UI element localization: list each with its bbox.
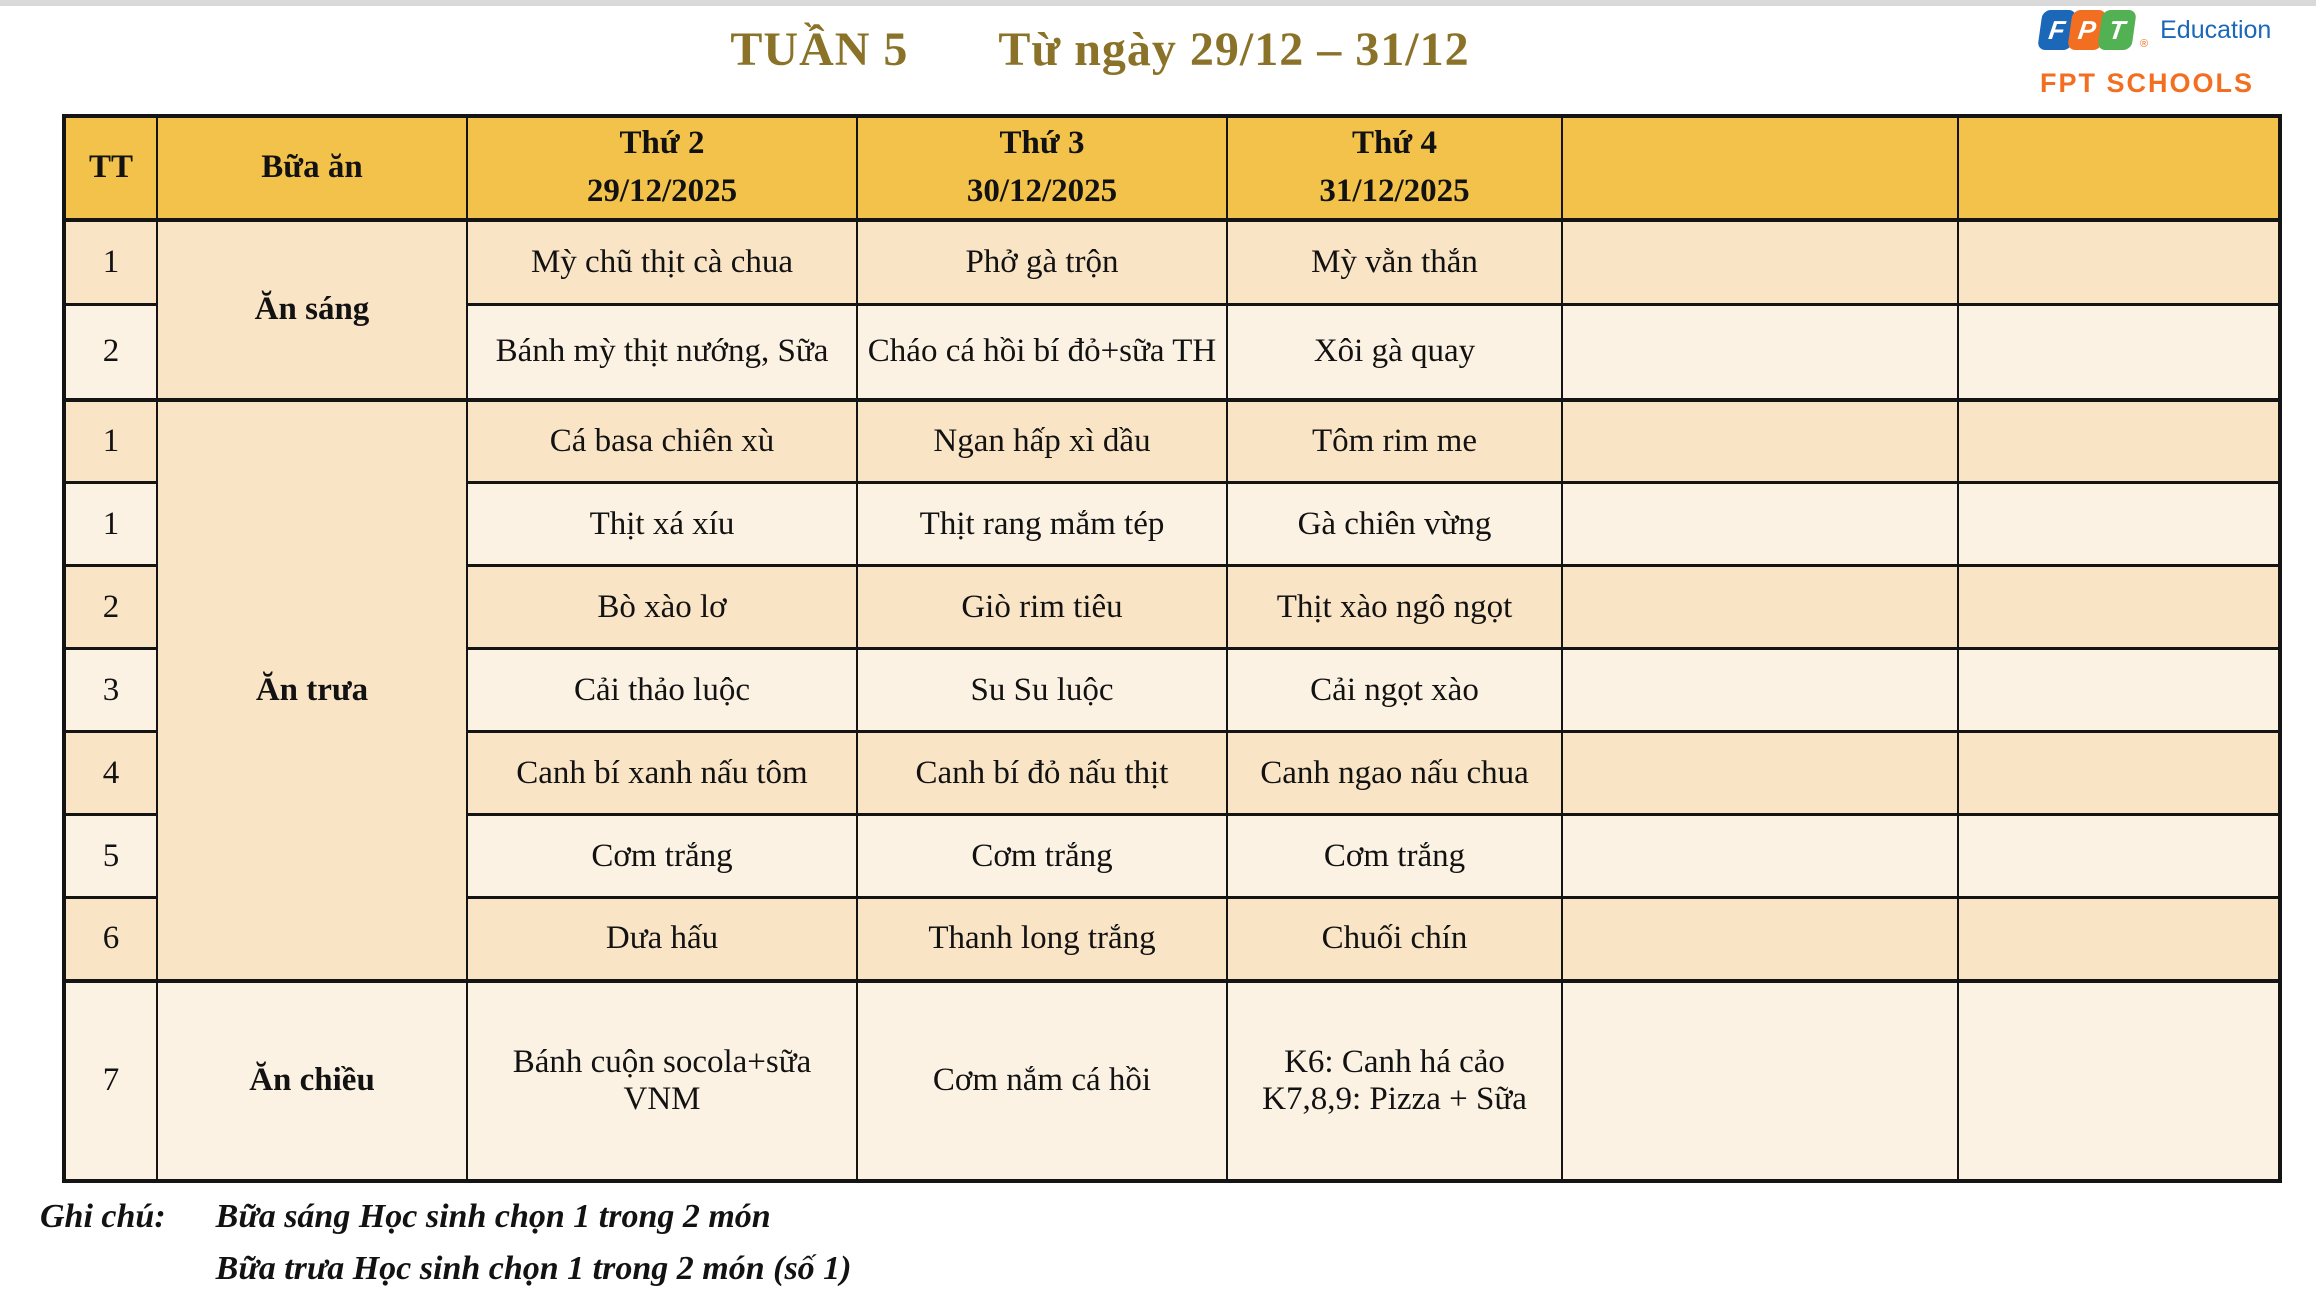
empty-cell <box>1957 564 2281 651</box>
empty-cell <box>1957 218 2281 307</box>
menu-cell: Xôi gà quay <box>1226 303 1563 402</box>
fpt-logo-letter-t: T <box>2097 10 2137 50</box>
fpt-schools-label: FPT SCHOOLS <box>2040 68 2255 98</box>
menu-cell: Cháo cá hồi bí đỏ+sữa TH <box>856 303 1228 402</box>
row-number: 5 <box>63 813 158 900</box>
menu-cell: Canh bí xanh nấu tôm <box>466 730 858 817</box>
header-wednesday: Thứ 4 31/12/2025 <box>1226 114 1563 222</box>
menu-cell: Su Su luộc <box>856 647 1228 734</box>
fpt-education-label: Education <box>2160 15 2272 44</box>
fpt-education-logo: F P T ® Education FPT SCHOOLS <box>2037 10 2290 99</box>
row-number: 1 <box>63 218 158 307</box>
header-monday: Thứ 2 29/12/2025 <box>466 114 858 222</box>
row-number: 3 <box>63 647 158 734</box>
note-line-2: Bữa trưa Học sinh chọn 1 trong 2 món (số… <box>215 1250 852 1287</box>
header-tuesday: Thứ 3 30/12/2025 <box>856 114 1228 222</box>
menu-cell: Cải thảo luộc <box>466 647 858 734</box>
empty-cell <box>1561 481 1959 568</box>
meal-section-label-breakfast: Ăn sáng <box>156 218 468 402</box>
empty-cell <box>1957 303 2281 402</box>
row-number: 6 <box>63 896 158 983</box>
table-row: 1 Ăn trưa Cá basa chiên xù Ngan hấp xì d… <box>63 397 2281 983</box>
menu-cell: Dưa hấu <box>466 896 858 983</box>
menu-cell: Tôm rim me <box>1226 397 1563 485</box>
menu-cell: Canh ngao nấu chua <box>1226 730 1563 817</box>
top-edge-strip <box>0 0 2316 6</box>
table-row: 7 Ăn chiều Bánh cuộn socola+sữa VNM Cơm … <box>63 978 2281 1183</box>
row-number: 7 <box>63 978 158 1183</box>
menu-cell: Gà chiên vừng <box>1226 481 1563 568</box>
empty-cell <box>1561 730 1959 817</box>
table-row: 2 Bánh mỳ thịt nướng, Sữa Cháo cá hồi bí… <box>63 303 2281 402</box>
menu-cell: Cơm trắng <box>1226 813 1563 900</box>
menu-cell: Phở gà trộn <box>856 218 1228 307</box>
header-empty-cell <box>1957 114 2281 222</box>
weekly-menu-table: TT Bữa ăn Thứ 2 29/12/2025 Thứ 3 30/12/2… <box>62 114 2282 1183</box>
empty-cell <box>1957 481 2281 568</box>
menu-cell: Giò rim tiêu <box>856 564 1228 651</box>
empty-cell <box>1957 647 2281 734</box>
registered-mark: ® <box>2140 38 2149 50</box>
menu-cell: Cơm nắm cá hồi <box>856 978 1228 1183</box>
menu-cell: Thanh long trắng <box>856 896 1228 983</box>
row-number: 2 <box>63 303 158 402</box>
menu-cell: Thịt xào ngô ngọt <box>1226 564 1563 651</box>
empty-cell <box>1957 813 2281 900</box>
header-meal: Bữa ăn <box>156 114 468 222</box>
row-number: 2 <box>63 564 158 651</box>
empty-cell <box>1957 896 2281 983</box>
page-title: TUẦN 5 Từ ngày 29/12 – 31/12 <box>0 22 2200 77</box>
empty-cell <box>1561 813 1959 900</box>
empty-cell <box>1561 303 1959 402</box>
table-row: 5 Cơm trắng Cơm trắng Cơm trắng <box>63 813 2281 900</box>
menu-cell: Mỳ chũ thịt cà chua <box>466 218 858 307</box>
menu-cell: Cải ngọt xào <box>1226 647 1563 734</box>
row-number: 4 <box>63 730 158 817</box>
footnotes: Ghi chú: Bữa sáng Học sinh chọn 1 trong … <box>40 1198 852 1288</box>
menu-cell: Chuối chín <box>1226 896 1563 983</box>
empty-cell <box>1561 896 1959 983</box>
menu-cell: Thịt rang mắm tép <box>856 481 1228 568</box>
menu-cell: Bánh mỳ thịt nướng, Sữa <box>466 303 858 402</box>
empty-cell <box>1561 564 1959 651</box>
header-empty-cell <box>1561 114 1959 222</box>
menu-cell: Canh bí đỏ nấu thịt <box>856 730 1228 817</box>
menu-cell: Thịt xá xíu <box>466 481 858 568</box>
table-row: 3 Cải thảo luộc Su Su luộc Cải ngọt xào <box>63 647 2281 734</box>
title-week: TUẦN 5 <box>730 23 909 76</box>
menu-cell: Cơm trắng <box>856 813 1228 900</box>
meal-section-label-lunch: Ăn trưa <box>156 397 468 983</box>
fpt-logo-icon: F P T <box>2037 10 2137 50</box>
row-number: 1 <box>63 397 158 485</box>
title-date-range: Từ ngày 29/12 – 31/12 <box>998 23 1470 76</box>
table-row: 1 Thịt xá xíu Thịt rang mắm tép Gà chiên… <box>63 481 2281 568</box>
menu-cell: Ngan hấp xì dầu <box>856 397 1228 485</box>
meal-section-label-afternoon: Ăn chiều <box>156 978 468 1183</box>
note-label: Ghi chú: <box>40 1198 166 1235</box>
note-line-1: Bữa sáng Học sinh chọn 1 trong 2 món <box>215 1198 771 1235</box>
menu-cell: K6: Canh há cảo K7,8,9: Pizza + Sữa <box>1226 978 1563 1183</box>
empty-cell <box>1957 397 2281 485</box>
menu-cell: Bánh cuộn socola+sữa VNM <box>466 978 858 1183</box>
menu-cell: Cá basa chiên xù <box>466 397 858 485</box>
table-row: 2 Bò xào lơ Giò rim tiêu Thịt xào ngô ng… <box>63 564 2281 651</box>
header-tt: TT <box>63 114 158 222</box>
row-number: 1 <box>63 481 158 568</box>
empty-cell <box>1561 978 1959 1183</box>
table-header-row: TT Bữa ăn Thứ 2 29/12/2025 Thứ 3 30/12/2… <box>63 114 2281 222</box>
empty-cell <box>1957 978 2281 1183</box>
empty-cell <box>1561 218 1959 307</box>
table-row: 6 Dưa hấu Thanh long trắng Chuối chín <box>63 896 2281 983</box>
menu-cell: Cơm trắng <box>466 813 858 900</box>
table-row: 1 Ăn sáng Mỳ chũ thịt cà chua Phở gà trộ… <box>63 218 2281 402</box>
empty-cell <box>1957 730 2281 817</box>
menu-cell: Bò xào lơ <box>466 564 858 651</box>
table-row: 4 Canh bí xanh nấu tôm Canh bí đỏ nấu th… <box>63 730 2281 817</box>
empty-cell <box>1561 397 1959 485</box>
empty-cell <box>1561 647 1959 734</box>
menu-cell: Mỳ vằn thắn <box>1226 218 1563 307</box>
